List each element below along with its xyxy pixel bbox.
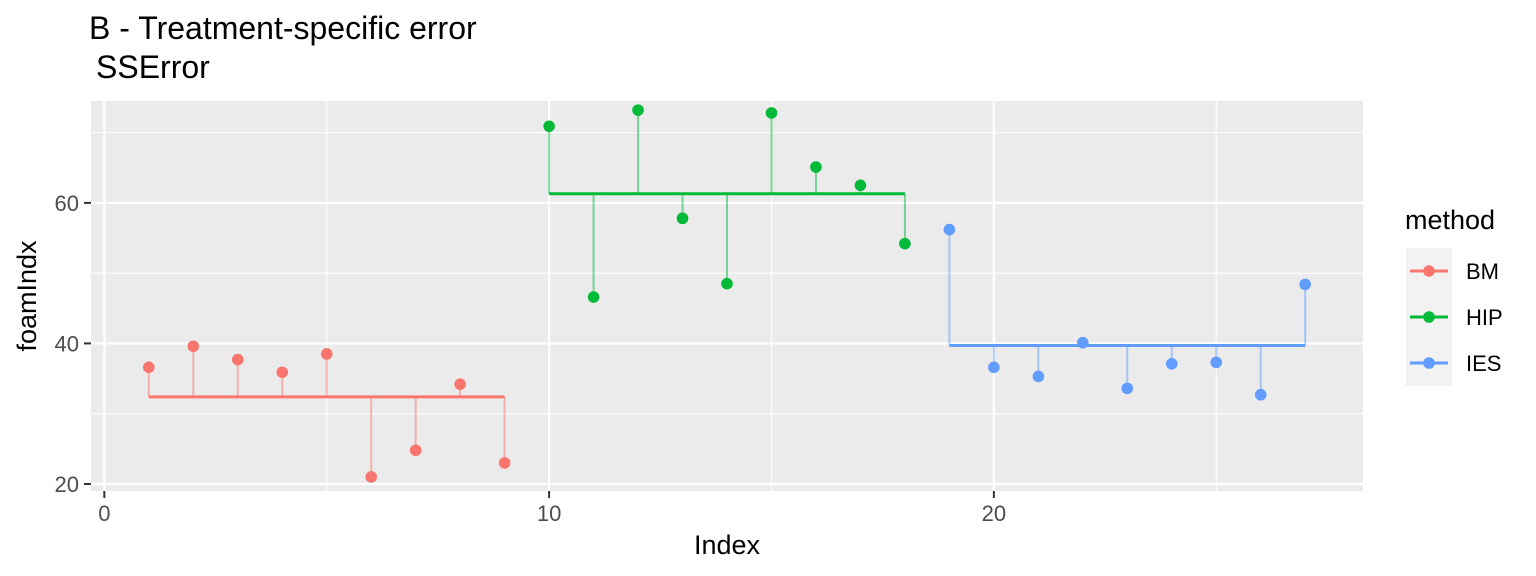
data-point-bm <box>143 361 155 374</box>
data-point-bm <box>320 348 333 360</box>
chart-subtitle: SSError <box>96 49 210 85</box>
data-point-hip <box>810 161 822 173</box>
data-point-hip <box>765 107 778 119</box>
plot-panel <box>91 101 1363 491</box>
y-tick-label: 40 <box>55 331 79 356</box>
data-point-bm <box>498 457 511 469</box>
x-axis-title: Index <box>694 530 761 560</box>
data-point-bm <box>454 378 466 390</box>
data-point-hip <box>632 104 644 116</box>
legend: method BM HIP IES <box>1405 205 1503 386</box>
data-point-ies <box>1121 382 1134 395</box>
data-point-ies <box>1254 388 1267 401</box>
legend-key-point <box>1423 265 1435 277</box>
legend-items: BM HIP IES <box>1406 248 1503 386</box>
data-point-ies <box>1032 370 1045 383</box>
x-tick-label: 0 <box>98 501 110 526</box>
residual-stems <box>147 110 1307 477</box>
data-point-ies <box>1210 356 1223 369</box>
legend-label-ies: IES <box>1466 351 1501 376</box>
data-point-ies <box>1077 336 1089 349</box>
y-tick-label: 60 <box>55 191 79 216</box>
data-point-hip <box>587 291 600 303</box>
data-point-ies <box>943 223 956 236</box>
data-point-bm <box>276 366 289 379</box>
x-tick-label: 10 <box>537 501 561 526</box>
data-point-hip <box>899 237 911 250</box>
data-point-bm <box>365 471 377 483</box>
data-point-bm <box>409 444 422 457</box>
data-point-bm <box>187 340 200 353</box>
legend-title: method <box>1405 205 1495 235</box>
data-point-hip <box>721 277 733 290</box>
legend-label-hip: HIP <box>1466 305 1503 330</box>
data-point-ies <box>1165 358 1178 370</box>
x-tick-label: 20 <box>982 501 1006 526</box>
data-point-hip <box>543 120 555 133</box>
legend-key-point <box>1423 311 1435 323</box>
group-mean-lines <box>148 192 1306 399</box>
data-point-hip <box>676 212 689 225</box>
data-point-bm <box>231 353 244 366</box>
axes: 0 10 20 20 40 60 <box>55 191 1007 526</box>
legend-key-point <box>1423 357 1435 369</box>
y-axis-title: foamIndx <box>12 240 42 352</box>
data-points <box>143 104 1311 483</box>
legend-label-bm: BM <box>1466 259 1499 284</box>
chart-title: B - Treatment-specific error <box>89 10 477 46</box>
data-point-hip <box>854 179 867 192</box>
data-point-ies <box>988 361 1000 374</box>
data-point-ies <box>1299 278 1311 291</box>
y-tick-label: 20 <box>55 472 79 497</box>
